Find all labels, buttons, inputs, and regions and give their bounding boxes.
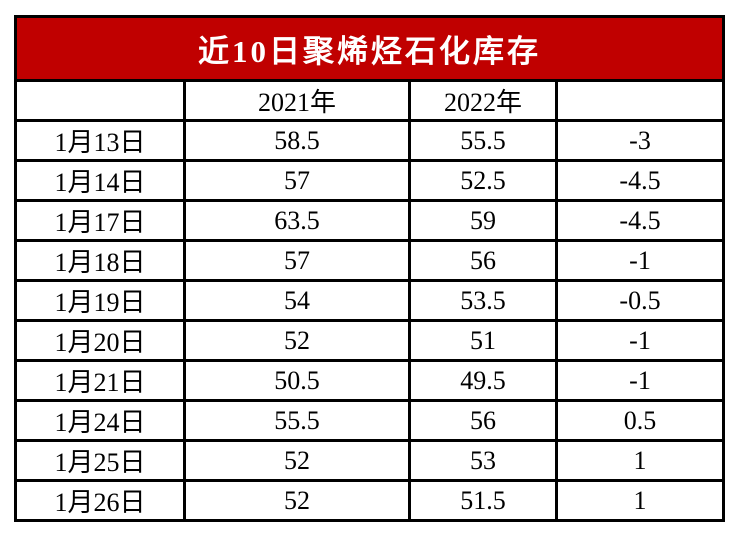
date-cell: 1月19日	[14, 279, 186, 322]
value-2021-cell: 55.5	[183, 399, 411, 442]
table-row: 1月25日 52 53 1	[14, 439, 725, 482]
diff-cell: -4.5	[555, 199, 725, 242]
date-cell: 1月24日	[14, 399, 186, 442]
date-cell: 1月26日	[14, 479, 186, 522]
column-header-row: 2021年 2022年	[14, 79, 725, 122]
column-header-diff-blank	[555, 79, 725, 122]
value-2021-cell: 52	[183, 439, 411, 482]
table-row: 1月14日 57 52.5 -4.5	[14, 159, 725, 202]
inventory-table: 近10日聚烯烃石化库存 2021年 2022年 1月13日 58.5 55.5 …	[14, 15, 725, 522]
date-cell: 1月20日	[14, 319, 186, 362]
diff-cell: -4.5	[555, 159, 725, 202]
value-2022-cell: 59	[408, 199, 558, 242]
value-2021-cell: 52	[183, 319, 411, 362]
value-2021-cell: 50.5	[183, 359, 411, 402]
value-2022-cell: 52.5	[408, 159, 558, 202]
table-row: 1月18日 57 56 -1	[14, 239, 725, 282]
value-2021-cell: 57	[183, 159, 411, 202]
table-row: 1月24日 55.5 56 0.5	[14, 399, 725, 442]
value-2022-cell: 56	[408, 399, 558, 442]
diff-cell: -3	[555, 119, 725, 162]
value-2021-cell: 63.5	[183, 199, 411, 242]
table-row: 1月26日 52 51.5 1	[14, 479, 725, 522]
date-cell: 1月14日	[14, 159, 186, 202]
diff-cell: 0.5	[555, 399, 725, 442]
title-row: 近10日聚烯烃石化库存	[14, 15, 725, 82]
date-cell: 1月17日	[14, 199, 186, 242]
diff-cell: -1	[555, 239, 725, 282]
value-2021-cell: 54	[183, 279, 411, 322]
date-cell: 1月25日	[14, 439, 186, 482]
value-2022-cell: 56	[408, 239, 558, 282]
value-2021-cell: 57	[183, 239, 411, 282]
table-row: 1月17日 63.5 59 -4.5	[14, 199, 725, 242]
table-row: 1月20日 52 51 -1	[14, 319, 725, 362]
value-2022-cell: 55.5	[408, 119, 558, 162]
diff-cell: -0.5	[555, 279, 725, 322]
table-row: 1月19日 54 53.5 -0.5	[14, 279, 725, 322]
diff-cell: -1	[555, 359, 725, 402]
date-cell: 1月13日	[14, 119, 186, 162]
column-header-2021: 2021年	[183, 79, 411, 122]
value-2022-cell: 51	[408, 319, 558, 362]
date-cell: 1月18日	[14, 239, 186, 282]
value-2022-cell: 49.5	[408, 359, 558, 402]
diff-cell: 1	[555, 439, 725, 482]
value-2022-cell: 51.5	[408, 479, 558, 522]
value-2022-cell: 53	[408, 439, 558, 482]
table-row: 1月13日 58.5 55.5 -3	[14, 119, 725, 162]
value-2021-cell: 52	[183, 479, 411, 522]
diff-cell: 1	[555, 479, 725, 522]
value-2022-cell: 53.5	[408, 279, 558, 322]
table-title: 近10日聚烯烃石化库存	[14, 15, 725, 82]
column-header-2022: 2022年	[408, 79, 558, 122]
table-row: 1月21日 50.5 49.5 -1	[14, 359, 725, 402]
column-header-blank	[14, 79, 186, 122]
diff-cell: -1	[555, 319, 725, 362]
value-2021-cell: 58.5	[183, 119, 411, 162]
date-cell: 1月21日	[14, 359, 186, 402]
